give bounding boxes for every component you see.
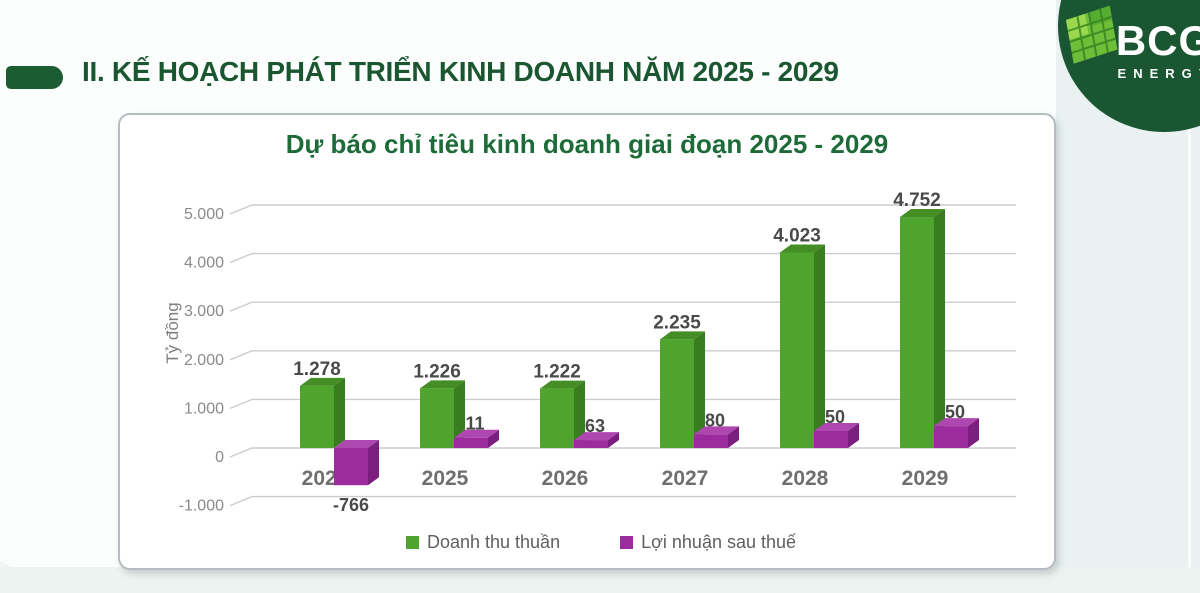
- revenue-value-labels: 1.278 1.226 1.222 2.235 4.023 4.752: [293, 190, 941, 383]
- chart-legend: Doanh thu thuần Lợi nhuận sau thuế: [120, 532, 1054, 553]
- page-title: II. KẾ HOẠCH PHÁT TRIỂN KINH DOANH NĂM 2…: [82, 56, 839, 87]
- y-axis-ticks: 5.000 4.000 3.000 2.000 1.000 0 -1.000: [179, 206, 224, 515]
- x-axis-labels: 2024 2025 2026 2027 2028 2029: [302, 467, 949, 490]
- bar-revenue-2028: [780, 244, 825, 448]
- legend-item-revenue: Doanh thu thuần: [405, 532, 561, 553]
- legend-label-profit: Lợi nhuận sau thuế: [641, 532, 797, 552]
- svg-text:2.000: 2.000: [184, 352, 224, 369]
- forecast-chart: 5.000 4.000 3.000 2.000 1.000 0 -1.000 Tỷ đồng 2…: [163, 190, 1016, 515]
- bar-profit-2027: [694, 426, 739, 448]
- svg-text:-1.000: -1.000: [179, 498, 224, 515]
- chart-card: 5.000 4.000 3.000 2.000 1.000 0 -1.000 Tỷ đồng 2…: [118, 113, 1056, 570]
- bar-revenue-2026: [540, 380, 585, 448]
- svg-text:1.000: 1.000: [184, 400, 224, 417]
- gridlines: [229, 204, 1016, 507]
- svg-text:2.235: 2.235: [653, 312, 701, 333]
- svg-text:4.752: 4.752: [893, 190, 941, 211]
- bar-revenue-2025: [420, 380, 465, 448]
- logo-subtitle: ENERGY: [1117, 66, 1200, 81]
- bar-profit-2025: [454, 429, 499, 448]
- solar-panel-icon: [1066, 5, 1118, 64]
- revenue-swatch-icon: [405, 536, 419, 549]
- svg-text:0: 0: [215, 449, 224, 466]
- svg-text:2027: 2027: [662, 467, 709, 490]
- header-accent-pill: [6, 66, 63, 89]
- svg-text:-766: -766: [333, 495, 369, 515]
- bar-profit-2026: [574, 432, 619, 448]
- svg-text:2026: 2026: [542, 467, 589, 490]
- bar-profit-2029: [934, 418, 979, 448]
- background-vertical-line: [1188, 0, 1191, 593]
- background-bottom-band: [0, 567, 1200, 593]
- logo-brand: BCG: [1115, 17, 1200, 64]
- bar-revenue-2027: [660, 331, 705, 448]
- bar-profit-2024: [334, 440, 379, 486]
- svg-text:4.000: 4.000: [184, 255, 224, 272]
- svg-text:4.023: 4.023: [773, 225, 821, 246]
- svg-text:2025: 2025: [422, 467, 469, 490]
- bar-revenue-2029: [900, 209, 945, 448]
- svg-text:5.000: 5.000: [184, 206, 224, 223]
- chart-title: Dự báo chỉ tiêu kinh doanh giai đoạn 202…: [285, 129, 889, 159]
- svg-text:3.000: 3.000: [184, 303, 224, 320]
- svg-text:2028: 2028: [782, 467, 829, 490]
- bar-profit-2028: [814, 422, 859, 448]
- legend-label-revenue: Doanh thu thuần: [426, 532, 561, 552]
- legend-item-profit: Lợi nhuận sau thuế: [620, 532, 796, 553]
- bar-revenue-2024: [300, 377, 345, 448]
- svg-text:1.278: 1.278: [293, 359, 341, 380]
- svg-text:2029: 2029: [902, 467, 949, 490]
- profit-swatch-icon: [620, 536, 634, 549]
- svg-text:1.222: 1.222: [533, 362, 581, 383]
- y-axis-title: Tỷ đồng: [163, 302, 182, 363]
- svg-text:1.226: 1.226: [413, 361, 461, 382]
